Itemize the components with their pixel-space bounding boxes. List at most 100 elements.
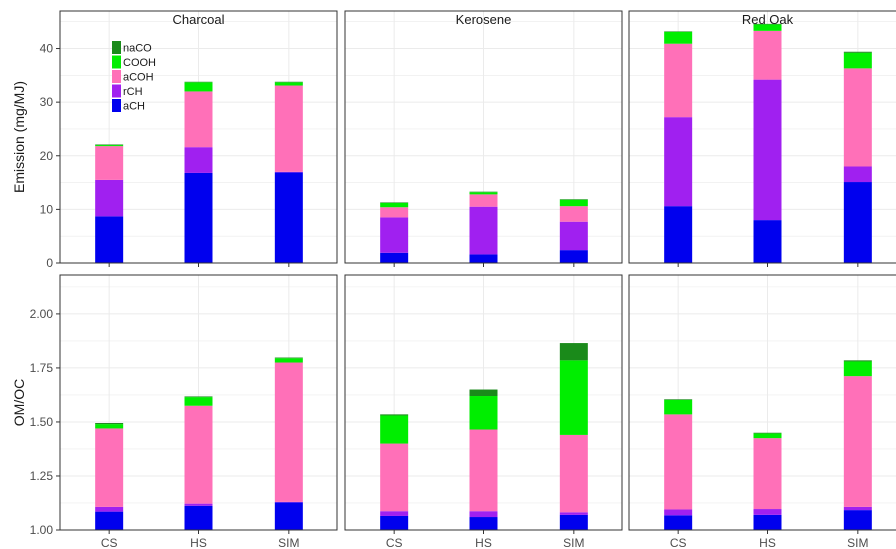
legend-swatch-acoh bbox=[112, 70, 121, 83]
bar-segment-naco bbox=[185, 82, 213, 83]
bar-segment-naco bbox=[380, 414, 408, 415]
bar-segment-cooh bbox=[560, 360, 588, 435]
bar-segment-rch bbox=[275, 172, 303, 173]
bar-segment-ach bbox=[754, 220, 782, 263]
bar-segment-ach bbox=[185, 506, 213, 530]
bar-segment-rch bbox=[664, 509, 692, 515]
bar-segment-cooh bbox=[664, 400, 692, 414]
bar-segment-cooh bbox=[275, 358, 303, 362]
bar-segment-ach bbox=[95, 216, 123, 263]
bar-segment-cooh bbox=[380, 415, 408, 443]
bar-segment-acoh bbox=[470, 430, 498, 512]
bar-segment-acoh bbox=[95, 428, 123, 506]
bar-segment-rch bbox=[560, 222, 588, 250]
bar-segment-naco bbox=[380, 202, 408, 203]
x-tick-label: SIM bbox=[847, 536, 868, 549]
bar-segment-acoh bbox=[275, 363, 303, 502]
bar-segment-rch bbox=[185, 504, 213, 506]
bar-segment-rch bbox=[844, 507, 872, 510]
bar-segment-acoh bbox=[754, 438, 782, 509]
bar-segment-cooh bbox=[95, 424, 123, 428]
bar-segment-rch bbox=[95, 180, 123, 216]
bar-segment-naco bbox=[275, 358, 303, 359]
bar-segment-cooh bbox=[95, 145, 123, 146]
facet-title: Red Oak bbox=[742, 12, 794, 27]
x-tick-label: CS bbox=[670, 536, 687, 549]
bar-segment-acoh bbox=[664, 414, 692, 509]
y-tick-label: 1.75 bbox=[30, 361, 54, 375]
bar-segment-naco bbox=[275, 82, 303, 83]
bar-segment-cooh bbox=[470, 192, 498, 194]
bar-segment-ach bbox=[95, 512, 123, 530]
bar-segment-rch bbox=[470, 207, 498, 255]
legend-label-rch: rCH bbox=[123, 86, 143, 98]
bar-segment-cooh bbox=[560, 200, 588, 206]
bar-segment-rch bbox=[844, 166, 872, 182]
bar-segment-acoh bbox=[380, 207, 408, 217]
x-tick-label: SIM bbox=[278, 536, 299, 549]
y-axis-title: OM/OC bbox=[11, 379, 27, 426]
bar-segment-cooh bbox=[844, 361, 872, 376]
y-tick-label: 10 bbox=[40, 202, 54, 216]
bar-segment-cooh bbox=[275, 82, 303, 85]
bar-segment-cooh bbox=[380, 203, 408, 207]
y-tick-label: 1.00 bbox=[30, 523, 54, 537]
bar-segment-ach bbox=[754, 515, 782, 530]
bar-segment-cooh bbox=[185, 82, 213, 91]
bar-segment-rch bbox=[380, 217, 408, 252]
bar-segment-ach bbox=[560, 515, 588, 530]
y-tick-label: 20 bbox=[40, 149, 54, 163]
x-tick-label: CS bbox=[386, 536, 403, 549]
x-tick-label: CS bbox=[101, 536, 118, 549]
bar-segment-acoh bbox=[754, 31, 782, 80]
bar-segment-cooh bbox=[664, 32, 692, 44]
bar-segment-ach bbox=[844, 182, 872, 263]
bar-segment-rch bbox=[560, 512, 588, 515]
legend-swatch-ach bbox=[112, 99, 121, 112]
bar-segment-ach bbox=[560, 250, 588, 263]
bar-segment-rch bbox=[470, 511, 498, 517]
legend-swatch-rch bbox=[112, 85, 121, 98]
bar-segment-ach bbox=[664, 515, 692, 530]
bar-segment-acoh bbox=[185, 91, 213, 147]
bar-segment-naco bbox=[470, 390, 498, 396]
bar-segment-rch bbox=[664, 117, 692, 206]
bar-segment-naco bbox=[560, 343, 588, 360]
bar-segment-cooh bbox=[754, 433, 782, 438]
bar-segment-acoh bbox=[380, 444, 408, 512]
bar-segment-ach bbox=[664, 206, 692, 263]
y-tick-label: 40 bbox=[40, 42, 54, 56]
bar-segment-ach bbox=[275, 502, 303, 530]
bar-segment-acoh bbox=[844, 68, 872, 166]
x-tick-label: HS bbox=[759, 536, 776, 549]
bar-segment-ach bbox=[844, 510, 872, 530]
bar-segment-naco bbox=[754, 433, 782, 434]
bar-segment-naco bbox=[844, 360, 872, 361]
x-tick-label: HS bbox=[190, 536, 207, 549]
bar-segment-ach bbox=[275, 172, 303, 263]
bar-segment-cooh bbox=[470, 396, 498, 429]
bar-segment-rch bbox=[754, 80, 782, 220]
bar-segment-acoh bbox=[470, 194, 498, 206]
bar-segment-acoh bbox=[275, 86, 303, 172]
bar-segment-ach bbox=[470, 517, 498, 530]
bar-segment-acoh bbox=[95, 146, 123, 180]
bar-segment-rch bbox=[754, 509, 782, 515]
facet-title: Kerosene bbox=[456, 12, 512, 27]
x-tick-label: HS bbox=[475, 536, 492, 549]
bar-segment-rch bbox=[185, 147, 213, 173]
legend-label-naco: naCO bbox=[123, 43, 152, 55]
x-tick-label: SIM bbox=[563, 536, 584, 549]
bar-segment-rch bbox=[380, 511, 408, 516]
bar-segment-naco bbox=[185, 396, 213, 397]
bar-segment-naco bbox=[560, 199, 588, 200]
legend-label-ach: aCH bbox=[123, 101, 145, 113]
y-tick-label: 0 bbox=[46, 256, 53, 270]
bar-segment-acoh bbox=[560, 206, 588, 222]
bar-segment-cooh bbox=[844, 53, 872, 69]
bar-segment-acoh bbox=[664, 44, 692, 117]
y-tick-label: 2.00 bbox=[30, 307, 54, 321]
bar-segment-naco bbox=[664, 31, 692, 32]
bar-segment-cooh bbox=[185, 397, 213, 406]
y-tick-label: 1.25 bbox=[30, 469, 54, 483]
